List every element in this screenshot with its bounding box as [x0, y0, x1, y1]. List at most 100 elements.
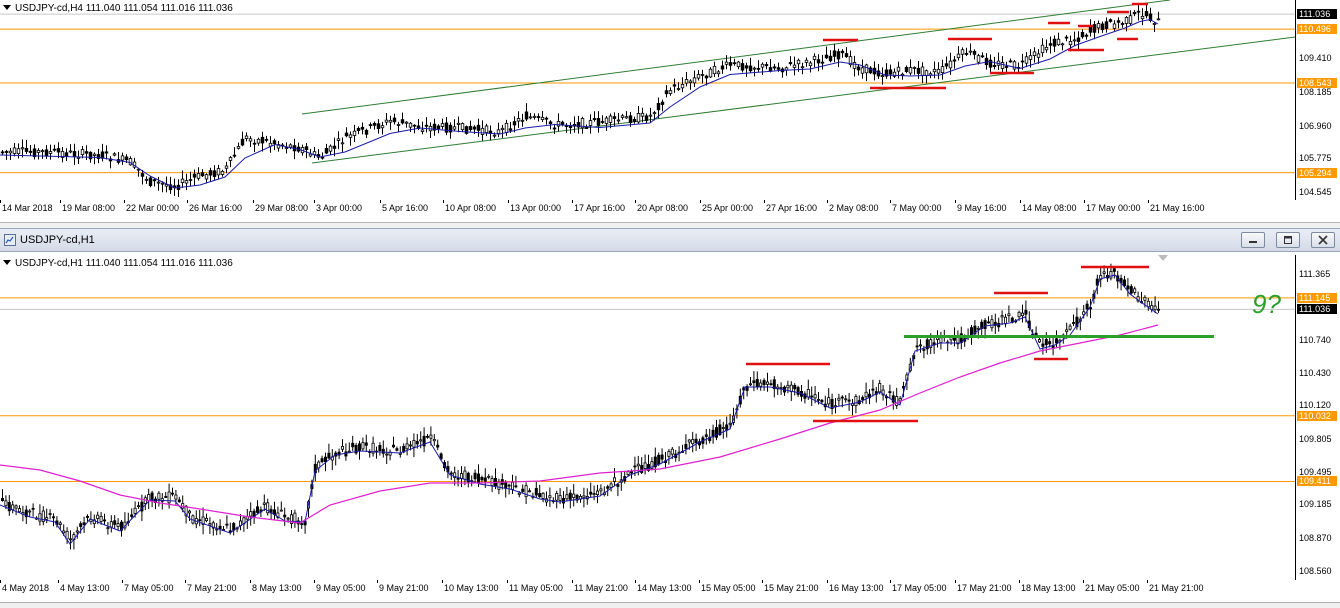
candle [170, 492, 174, 495]
dropdown-triangle-icon [3, 260, 11, 265]
candle [840, 50, 845, 54]
candle [204, 517, 208, 522]
candle [103, 519, 107, 522]
minimize-icon [1242, 233, 1264, 247]
candle [0, 498, 5, 501]
h1-time-axis[interactable]: 4 May 2018 4 May 13:00 7 May 05:00 7 May 21… [0, 580, 1295, 598]
h1-plot-area[interactable]: 9? USDJPY-cd,H1 111.040 111.054 111.016 … [0, 255, 1296, 580]
candle [1148, 13, 1153, 21]
candle [324, 148, 329, 154]
candle [236, 146, 241, 149]
h4-plot-area[interactable]: USDJPY-cd,H4 111.040 111.054 111.016 111… [0, 0, 1296, 200]
candle [532, 115, 537, 118]
candle [56, 148, 61, 153]
candle [1055, 338, 1059, 344]
candle [84, 151, 89, 154]
candle [332, 145, 337, 149]
candle [0, 151, 5, 154]
time-tick [377, 580, 378, 583]
candle [676, 88, 681, 90]
candle [354, 444, 358, 454]
h1-price-axis[interactable]: 111.365 110.740 110.430 110.120 109.805 109.4… [1296, 255, 1340, 580]
candle [400, 119, 405, 124]
candle [919, 344, 923, 347]
candle [608, 115, 613, 123]
candle [120, 521, 124, 531]
candle [262, 502, 266, 505]
h4-time-axis[interactable]: 14 Mar 2018 19 Mar 08:00 22 Mar 00:00 26 Ma… [0, 200, 1295, 218]
h1-chart-canvas[interactable]: 9? [0, 255, 1295, 580]
candle [116, 523, 120, 527]
candle [300, 523, 304, 525]
candle [1112, 268, 1116, 272]
candle [109, 521, 113, 528]
candle [704, 434, 708, 437]
time-label: 9 May 16:00 [957, 203, 1007, 213]
candle [804, 59, 809, 63]
candle [106, 527, 110, 530]
time-label: 17 May 21:00 [957, 583, 1012, 593]
time-label: 9 May 21:00 [379, 583, 429, 593]
candle [672, 84, 677, 87]
candle [827, 397, 831, 405]
candle [725, 424, 729, 431]
time-label: 9 May 05:00 [316, 583, 366, 593]
candle [187, 510, 191, 514]
candle [99, 516, 103, 522]
price-label: 109.805 [1299, 433, 1332, 444]
candle [391, 444, 395, 448]
candle [248, 138, 253, 142]
time-label: 26 Mar 16:00 [189, 203, 243, 213]
candle [544, 117, 549, 120]
restore-button[interactable] [1276, 232, 1300, 248]
candle [256, 138, 261, 144]
candle [990, 319, 994, 329]
time-tick [60, 200, 61, 203]
candle [1044, 46, 1049, 51]
candle [344, 132, 349, 137]
candle [476, 473, 480, 483]
candle [517, 492, 521, 495]
candle [600, 121, 605, 123]
time-label: 11 May 05:00 [509, 583, 563, 593]
candle [80, 149, 85, 156]
candle [528, 490, 532, 493]
candle [200, 172, 205, 177]
candle [988, 59, 993, 68]
candle [361, 442, 365, 450]
candle [852, 62, 857, 69]
candle [313, 463, 317, 474]
time-label: 4 May 13:00 [60, 583, 110, 593]
candle [12, 147, 17, 154]
candle [60, 151, 65, 158]
level-price-tag: 110.496 [1297, 24, 1337, 35]
candle [1100, 23, 1105, 31]
candle [793, 384, 797, 390]
candle [408, 444, 412, 447]
h1-chart-pane[interactable]: 9? USDJPY-cd,H1 111.040 111.054 111.016 … [0, 255, 1340, 608]
candle [684, 443, 688, 449]
h1-window-titlebar[interactable]: USDJPY-cd,H1 [0, 228, 1340, 252]
time-label: 18 May 13:00 [1021, 583, 1076, 593]
candle [24, 147, 29, 152]
close-button[interactable] [1311, 232, 1335, 248]
time-tick [1019, 580, 1020, 583]
time-label: 14 Mar 2018 [2, 203, 53, 213]
candle [700, 74, 705, 76]
candle [878, 383, 882, 393]
time-label: 22 Mar 00:00 [126, 203, 180, 213]
candle [357, 443, 361, 451]
minimize-button[interactable] [1241, 232, 1265, 248]
time-tick [699, 580, 700, 583]
h4-chart-pane[interactable]: USDJPY-cd,H4 111.040 111.054 111.016 111… [0, 0, 1340, 222]
h4-chart-canvas[interactable] [0, 0, 1295, 200]
candle [828, 55, 833, 62]
candle [92, 153, 97, 156]
candle [244, 135, 249, 139]
candle [68, 150, 73, 153]
candle [716, 71, 721, 75]
candle [1008, 60, 1013, 63]
candle [398, 452, 402, 455]
candle [156, 181, 161, 184]
candle [1004, 316, 1008, 325]
